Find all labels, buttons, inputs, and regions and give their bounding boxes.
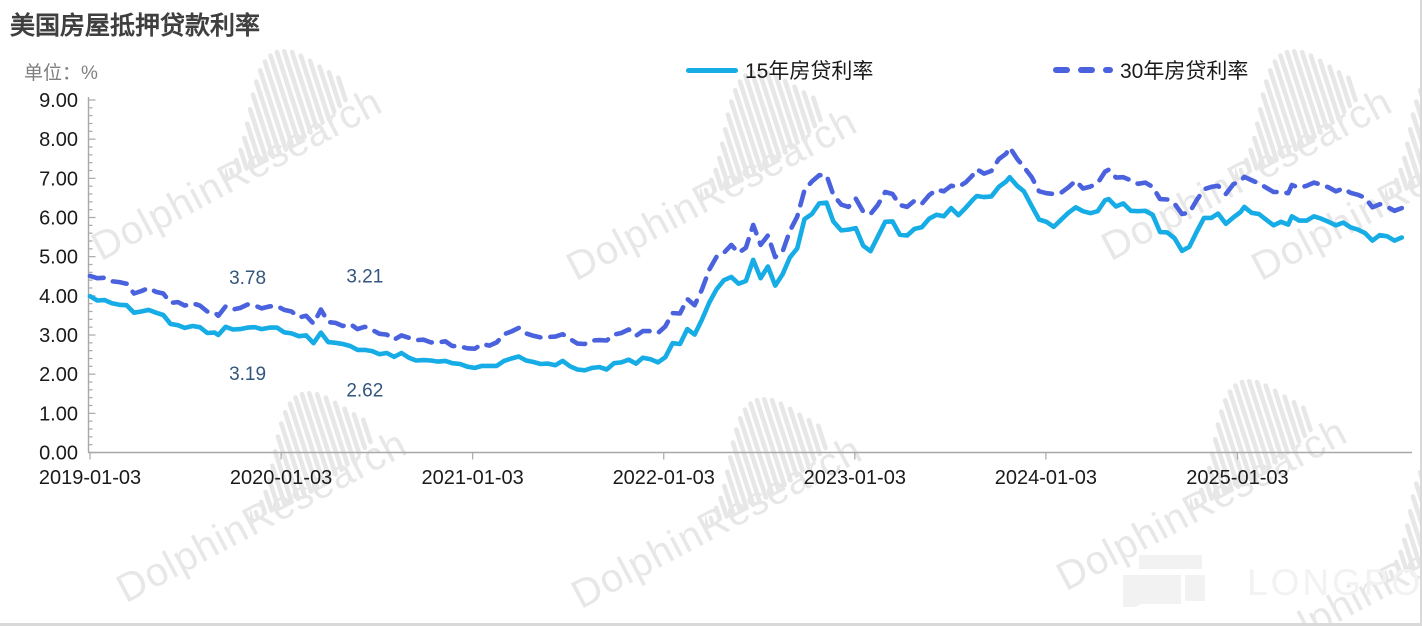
- x-tick-label: 2020-01-03: [230, 467, 332, 489]
- data-label: 3.19: [229, 364, 266, 385]
- y-tick-label: 3.00: [39, 325, 78, 347]
- longport-logo-icon: [1123, 555, 1205, 607]
- y-tick-label: 0.00: [39, 443, 78, 465]
- y-tick-label: 4.00: [39, 286, 78, 308]
- x-tick-label: 2025-01-03: [1186, 467, 1288, 489]
- legend-item-15yr[interactable]: 15年房贷利率: [686, 57, 873, 83]
- legend-line-15yr-icon: [686, 67, 738, 73]
- y-tick-label: 9.00: [39, 90, 78, 112]
- longport-wordmark: LONGPORT: [1247, 562, 1422, 603]
- x-tick-label: 2019-01-03: [39, 467, 141, 489]
- x-tick-label: 2022-01-03: [613, 467, 715, 489]
- chart-title: 美国房屋抵押贷款利率: [10, 12, 261, 40]
- y-tick-label: 8.00: [39, 129, 78, 151]
- data-label: 2.62: [346, 381, 383, 402]
- x-tick-label: 2023-01-03: [804, 467, 906, 489]
- longport-logo: LONGPORT: [1122, 545, 1422, 607]
- unit-label: 单位：%: [24, 63, 98, 84]
- x-tick-label: 2021-01-03: [422, 467, 524, 489]
- legend-line-30yr-icon: [1053, 67, 1113, 73]
- legend-label-15yr: 15年房贷利率: [745, 60, 874, 83]
- data-label: 3.78: [229, 268, 266, 289]
- y-tick-label: 7.00: [39, 168, 78, 190]
- y-tick-label: 1.00: [39, 403, 78, 425]
- y-tick-label: 6.00: [39, 208, 78, 230]
- x-tick-label: 2024-01-03: [995, 467, 1097, 489]
- legend-label-30yr: 30年房贷利率: [1120, 60, 1249, 83]
- y-tick-label: 5.00: [39, 247, 78, 269]
- y-tick-label: 2.00: [39, 364, 78, 386]
- line-15yr-rate: [87, 174, 1405, 373]
- data-label: 3.21: [346, 266, 383, 287]
- legend-item-30yr[interactable]: 30年房贷利率: [1053, 57, 1248, 83]
- line-30yr-rate: [87, 145, 1405, 351]
